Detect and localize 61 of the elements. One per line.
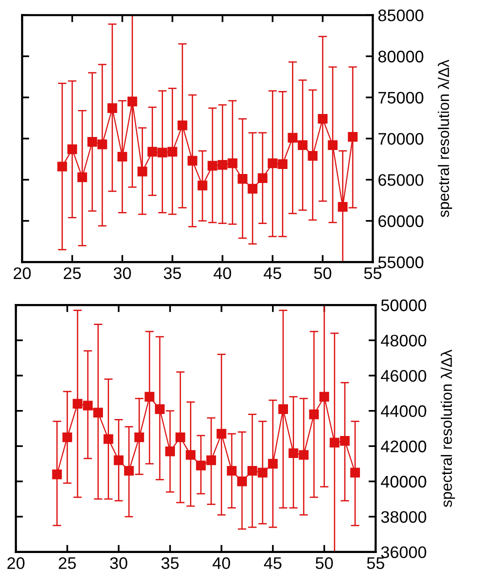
point bbox=[237, 476, 247, 486]
x-tick-label: 20 bbox=[7, 557, 24, 570]
y-tick-label: 70000 bbox=[378, 132, 424, 145]
x-tick-label: 55 bbox=[364, 268, 382, 280]
point bbox=[208, 160, 218, 171]
point bbox=[258, 468, 268, 478]
point bbox=[248, 184, 258, 194]
point bbox=[144, 392, 154, 402]
point bbox=[228, 158, 238, 168]
x-tick-label: 20 bbox=[14, 267, 31, 280]
y-tick-label: 50000 bbox=[381, 299, 426, 312]
point bbox=[350, 468, 360, 478]
point bbox=[188, 156, 198, 166]
y-tick-label: 55000 bbox=[378, 256, 424, 268]
point bbox=[93, 408, 103, 418]
x-tick-label: 25 bbox=[58, 557, 76, 570]
point bbox=[104, 434, 114, 444]
point bbox=[309, 410, 319, 420]
point bbox=[168, 146, 178, 157]
y-tick-label: 75000 bbox=[378, 92, 424, 104]
point bbox=[124, 466, 134, 476]
x-tick-label: 40 bbox=[212, 557, 230, 570]
x-tick-label: 55 bbox=[367, 557, 384, 570]
x-tick-label: 30 bbox=[110, 557, 128, 570]
x-tick-label: 40 bbox=[214, 267, 232, 280]
point bbox=[238, 174, 248, 184]
point bbox=[72, 398, 82, 409]
point bbox=[278, 159, 288, 169]
point bbox=[218, 160, 228, 170]
x-tick-label: 50 bbox=[314, 267, 332, 280]
x-tick-label: 50 bbox=[316, 557, 333, 570]
point bbox=[196, 460, 206, 470]
y-tick-label: 65000 bbox=[378, 174, 424, 186]
point bbox=[258, 173, 268, 183]
point bbox=[198, 180, 208, 190]
y-tick-label: 42000 bbox=[380, 440, 426, 452]
y-tick-label: 44000 bbox=[380, 405, 426, 418]
point bbox=[178, 120, 188, 130]
x-tick-label: 35 bbox=[161, 557, 179, 570]
x-tick-label: 45 bbox=[264, 268, 282, 280]
y-axis-title: spectral resolution λ/Δλ bbox=[440, 350, 455, 508]
y-tick-label: 60000 bbox=[378, 215, 424, 228]
point bbox=[165, 446, 175, 456]
y-tick-label: 36000 bbox=[381, 546, 426, 558]
y-tick-label: 38000 bbox=[381, 511, 426, 523]
y-axis-title: spectral resolution λ/Δλ bbox=[438, 60, 452, 218]
point bbox=[268, 158, 278, 168]
y-tick-label: 48000 bbox=[380, 334, 426, 347]
y-tick-label: 46000 bbox=[380, 370, 426, 382]
x-tick-label: 30 bbox=[114, 267, 131, 280]
x-tick-label: 35 bbox=[164, 267, 181, 280]
x-tick-label: 25 bbox=[64, 267, 81, 280]
point bbox=[216, 428, 226, 439]
point bbox=[158, 148, 168, 158]
y-tick-label: 80000 bbox=[378, 50, 424, 62]
x-tick-label: 45 bbox=[264, 557, 282, 570]
point bbox=[288, 448, 298, 458]
point bbox=[330, 438, 340, 448]
point bbox=[52, 469, 62, 480]
y-tick-label: 40000 bbox=[380, 476, 426, 488]
y-tick-label: 85000 bbox=[378, 10, 424, 22]
